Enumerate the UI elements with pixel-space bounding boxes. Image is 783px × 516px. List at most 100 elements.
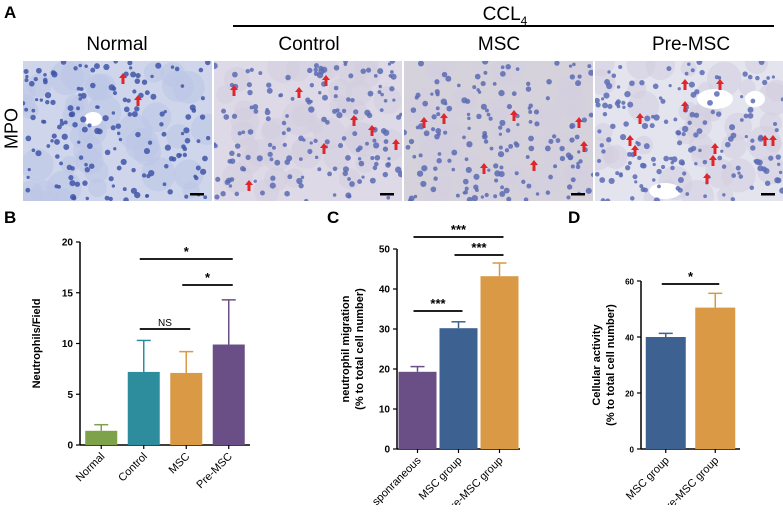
- cytoplasm-patch: [433, 174, 454, 194]
- nucleus: [372, 165, 378, 171]
- cytoplasm-patch: [724, 112, 752, 141]
- nucleus: [59, 161, 63, 166]
- nucleus: [50, 99, 56, 105]
- nucleus: [441, 71, 448, 78]
- nucleus: [684, 71, 689, 76]
- nucleus: [677, 140, 683, 146]
- nucleus: [696, 61, 703, 66]
- nucleus: [215, 176, 221, 182]
- nucleus: [464, 186, 469, 191]
- nucleus: [361, 175, 365, 179]
- nucleus: [358, 160, 365, 167]
- nucleus: [497, 151, 505, 158]
- panel-letter: C: [327, 208, 339, 227]
- nucleus: [568, 64, 573, 68]
- y-tick-label: 10: [62, 339, 74, 350]
- nucleus: [220, 191, 226, 197]
- nucleus: [753, 159, 758, 164]
- nucleus: [247, 89, 253, 96]
- nucleus: [774, 128, 779, 133]
- nucleus: [417, 61, 424, 67]
- nucleus: [138, 92, 144, 99]
- nucleus: [63, 120, 68, 125]
- nucleus: [526, 81, 531, 86]
- nucleus: [755, 75, 760, 81]
- nucleus: [309, 141, 313, 145]
- nucleus: [80, 92, 87, 99]
- nucleus: [559, 145, 565, 152]
- nucleus: [528, 109, 533, 114]
- cytoplasm-patch: [60, 61, 92, 91]
- nucleus: [392, 98, 396, 102]
- nucleus: [23, 101, 26, 106]
- nucleus: [324, 139, 330, 145]
- nucleus: [94, 127, 101, 135]
- nucleus: [616, 85, 621, 89]
- cytoplasm-patch: [141, 102, 172, 133]
- nucleus: [380, 92, 384, 97]
- nucleus: [467, 126, 471, 130]
- nucleus: [498, 89, 505, 97]
- nucleus: [25, 187, 31, 193]
- nucleus: [131, 167, 136, 173]
- nucleus: [559, 155, 566, 162]
- nucleus: [526, 183, 532, 189]
- nucleus: [508, 143, 514, 149]
- nucleus: [618, 173, 624, 178]
- nucleus: [90, 82, 96, 89]
- nucleus: [551, 134, 557, 139]
- nucleus: [73, 66, 78, 71]
- cytoplasm-patch: [540, 131, 573, 164]
- nucleus: [285, 74, 291, 81]
- nucleus: [730, 132, 737, 139]
- nucleus: [103, 63, 110, 71]
- nucleus: [687, 120, 692, 126]
- nucleus: [482, 61, 489, 65]
- nucleus: [111, 184, 116, 188]
- nucleus: [199, 114, 206, 120]
- nucleus: [141, 79, 148, 85]
- nucleus: [130, 187, 138, 194]
- nucleus: [338, 143, 344, 149]
- nucleus: [456, 83, 461, 88]
- nucleus: [79, 87, 84, 91]
- nucleus: [569, 122, 576, 129]
- nucleus: [111, 111, 116, 115]
- nucleus: [462, 178, 469, 185]
- nucleus: [274, 159, 281, 166]
- nucleus: [528, 135, 534, 142]
- nucleus: [143, 148, 151, 155]
- nucleus: [389, 86, 395, 92]
- nucleus: [430, 127, 436, 132]
- nucleus: [471, 194, 478, 201]
- nucleus: [451, 149, 458, 156]
- nucleus: [634, 180, 638, 184]
- cytoplasm-patch: [23, 101, 39, 120]
- nucleus: [623, 121, 629, 127]
- nucleus: [735, 165, 741, 171]
- nucleus: [436, 132, 441, 136]
- nucleus: [229, 150, 235, 157]
- nucleus: [88, 163, 95, 169]
- nucleus: [252, 104, 259, 110]
- cytoplasm-patch: [372, 128, 402, 162]
- nucleus: [780, 97, 783, 102]
- nucleus: [602, 111, 608, 117]
- nucleus: [333, 65, 340, 71]
- red-arrow-icon: [440, 113, 448, 124]
- nucleus: [663, 119, 669, 125]
- nucleus: [298, 157, 303, 161]
- nucleus: [773, 121, 778, 127]
- nucleus: [775, 154, 781, 160]
- y-tick-label: 15: [62, 288, 74, 299]
- nucleus: [350, 97, 355, 103]
- nucleus: [357, 179, 363, 185]
- nucleus: [465, 166, 472, 174]
- cytoplasm-patch: [404, 106, 424, 128]
- nucleus: [467, 116, 471, 121]
- nucleus: [144, 90, 150, 96]
- cytoplasm-patch: [425, 62, 449, 87]
- nucleus: [163, 110, 167, 114]
- nucleus: [757, 165, 764, 172]
- nucleus: [528, 119, 533, 124]
